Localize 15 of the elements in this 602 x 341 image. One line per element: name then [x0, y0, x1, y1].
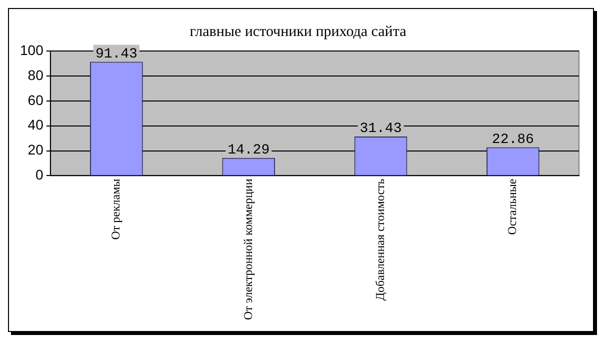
chart-title: главные источники прихода сайта: [190, 24, 407, 40]
data-label: 22.86: [492, 132, 534, 148]
x-tick-label: Добавленная стоимость: [372, 178, 387, 301]
data-label: 31.43: [360, 121, 402, 138]
x-tick-label: От электронной коммерции: [240, 178, 255, 320]
y-tick-label: 20: [28, 142, 44, 158]
y-tick-label: 80: [28, 66, 44, 83]
y-tick-label: 100: [20, 42, 44, 58]
y-tick-label: 0: [36, 166, 44, 183]
x-tick-label: От рекламы: [108, 178, 123, 240]
data-label: 91.43: [95, 46, 138, 62]
x-tick-label: Остальные: [505, 178, 520, 235]
y-tick-label: 60: [28, 92, 44, 108]
data-label: 14.29: [228, 142, 270, 159]
y-tick-label: 40: [28, 116, 44, 133]
